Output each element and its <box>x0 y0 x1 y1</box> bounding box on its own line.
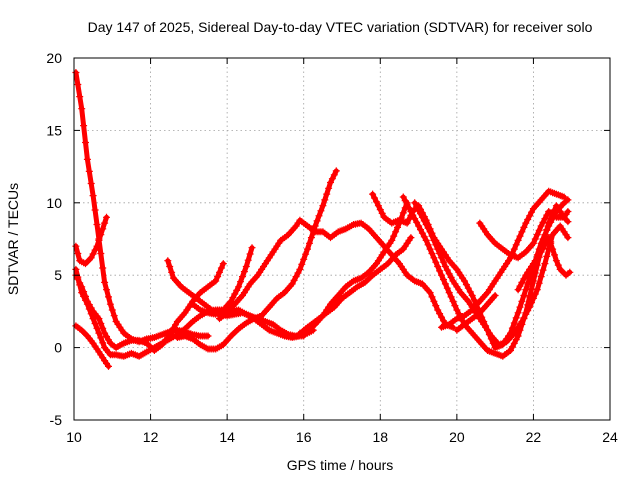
series-markers <box>514 234 574 294</box>
x-tick-label: 18 <box>372 429 388 445</box>
series-arc-18 <box>514 234 574 294</box>
series-arc-8 <box>173 167 340 353</box>
series-markers <box>476 208 572 262</box>
plot-frame <box>73 57 611 421</box>
chart-title: Day 147 of 2025, Sidereal Day-to-day VTE… <box>88 19 593 35</box>
series-arc-11 <box>296 199 411 337</box>
series-arc-14 <box>411 199 572 349</box>
series-arc-7 <box>189 244 256 318</box>
x-tick-label: 12 <box>143 429 159 445</box>
series-markers <box>173 167 340 353</box>
axis-ticks <box>73 57 611 421</box>
series-arc-2 <box>72 213 110 268</box>
series-markers <box>411 199 572 349</box>
series-arc-9 <box>216 216 457 331</box>
y-tick-label: 0 <box>54 340 62 356</box>
series-markers <box>72 265 317 360</box>
series-line <box>73 70 211 345</box>
plot-series <box>72 69 574 370</box>
series-arc-4 <box>72 322 112 370</box>
y-axis-title: SDTVAR / TECUs <box>5 183 21 295</box>
series-arc-16 <box>476 208 572 262</box>
x-tick-label: 16 <box>296 429 312 445</box>
series-markers <box>189 244 256 318</box>
x-axis-title: GPS time / hours <box>287 457 394 473</box>
y-tick-label: 5 <box>54 267 62 283</box>
series-arc-13 <box>399 193 572 360</box>
x-tick-label: 24 <box>602 429 618 445</box>
y-tick-label: 10 <box>46 195 62 211</box>
series-arc-5 <box>72 265 317 360</box>
x-tick-label: 20 <box>449 429 465 445</box>
y-tick-label: -5 <box>50 412 63 428</box>
y-tick-label: 15 <box>46 122 62 138</box>
series-markers <box>72 213 110 268</box>
x-tick-label: 10 <box>66 429 82 445</box>
axis-tick-labels: 10 12 14 16 18 20 22 24 -5 0 5 10 15 20 <box>46 50 618 445</box>
grid <box>74 58 610 420</box>
series-markers <box>216 216 457 331</box>
y-tick-label: 20 <box>46 50 62 66</box>
x-tick-label: 14 <box>219 429 235 445</box>
series-markers <box>453 292 499 334</box>
series-markers <box>72 322 112 370</box>
series-markers <box>399 193 572 360</box>
series-arc-17 <box>453 292 499 334</box>
series-markers <box>296 199 411 337</box>
x-tick-label: 22 <box>526 429 542 445</box>
